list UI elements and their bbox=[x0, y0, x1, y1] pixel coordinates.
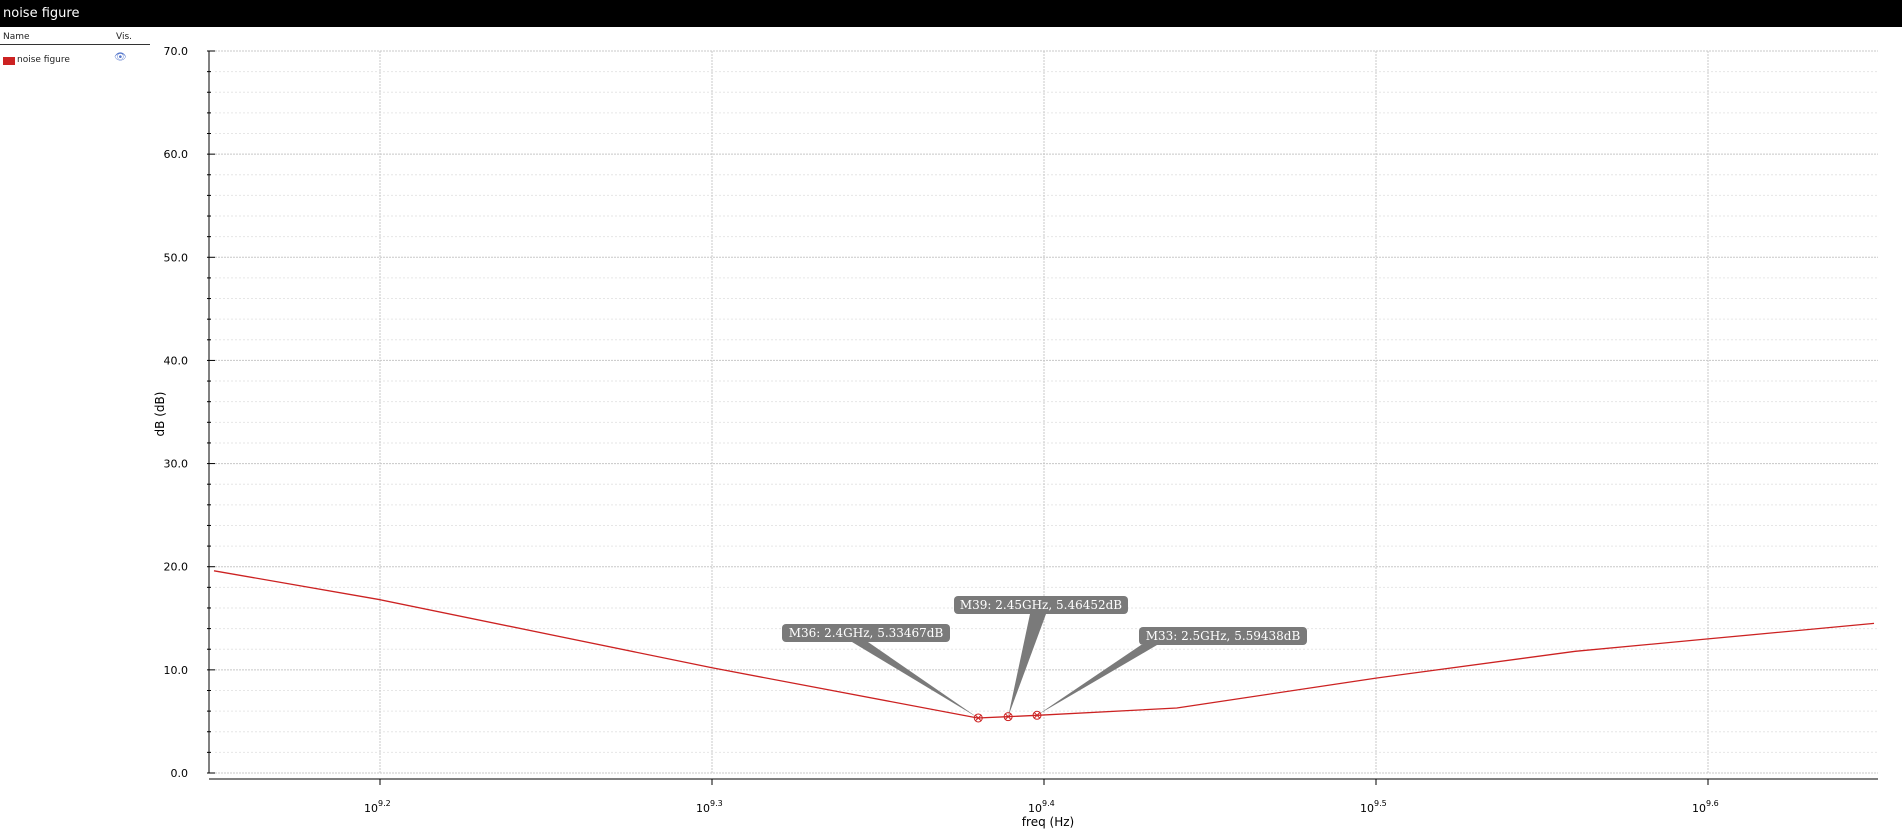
window-title: noise figure bbox=[3, 6, 80, 21]
x-tick-label: 109.2 bbox=[364, 799, 391, 815]
title-bar: noise figure bbox=[0, 0, 1902, 27]
y-tick-label: 60.0 bbox=[164, 148, 189, 161]
marker-point bbox=[1003, 712, 1013, 722]
x-axis-title: freq (Hz) bbox=[1022, 815, 1074, 829]
marker-label-box bbox=[782, 624, 950, 642]
marker-label: M39: 2.45GHz, 5.46452dB bbox=[960, 598, 1122, 612]
legend-header-divider bbox=[0, 44, 150, 45]
marker-label-box bbox=[954, 596, 1128, 614]
legend-entry-label[interactable]: noise figure bbox=[17, 55, 70, 65]
marker-cross bbox=[975, 714, 982, 722]
eye-icon[interactable]: 👁 bbox=[114, 52, 127, 63]
marker-point bbox=[973, 713, 983, 723]
marker-callout-pointer bbox=[1008, 614, 1046, 717]
y-tick-label: 20.0 bbox=[164, 561, 189, 574]
legend-panel: Name Vis. noise figure 👁 bbox=[0, 27, 152, 127]
x-tick-label: 109.6 bbox=[1692, 799, 1719, 815]
y-tick-label: 40.0 bbox=[164, 354, 189, 367]
marker-callout-pointer bbox=[1037, 645, 1157, 716]
marker-cross bbox=[1033, 712, 1041, 719]
x-tick-label: 109.5 bbox=[1360, 799, 1387, 815]
x-tick-label: 109.3 bbox=[696, 799, 723, 815]
marker-label: M33: 2.5GHz, 5.59438dB bbox=[1146, 629, 1301, 643]
marker-cross bbox=[1004, 713, 1012, 720]
marker-label-box bbox=[1139, 627, 1307, 645]
legend-header-name: Name bbox=[3, 32, 30, 42]
y-tick-label: 0.0 bbox=[171, 767, 189, 780]
y-axis-title: dB (dB) bbox=[153, 392, 167, 437]
y-tick-label: 50.0 bbox=[164, 251, 189, 264]
marker-label: M36: 2.4GHz, 5.33467dB bbox=[789, 626, 944, 640]
y-tick-label: 70.0 bbox=[164, 45, 189, 58]
x-tick-label: 109.4 bbox=[1028, 799, 1055, 815]
marker-callout-pointer bbox=[852, 642, 979, 718]
marker-point bbox=[1032, 710, 1042, 720]
y-tick-label: 30.0 bbox=[164, 458, 189, 471]
y-tick-label: 10.0 bbox=[164, 664, 189, 677]
legend-color-swatch bbox=[3, 57, 15, 65]
legend-header-vis: Vis. bbox=[116, 32, 133, 42]
